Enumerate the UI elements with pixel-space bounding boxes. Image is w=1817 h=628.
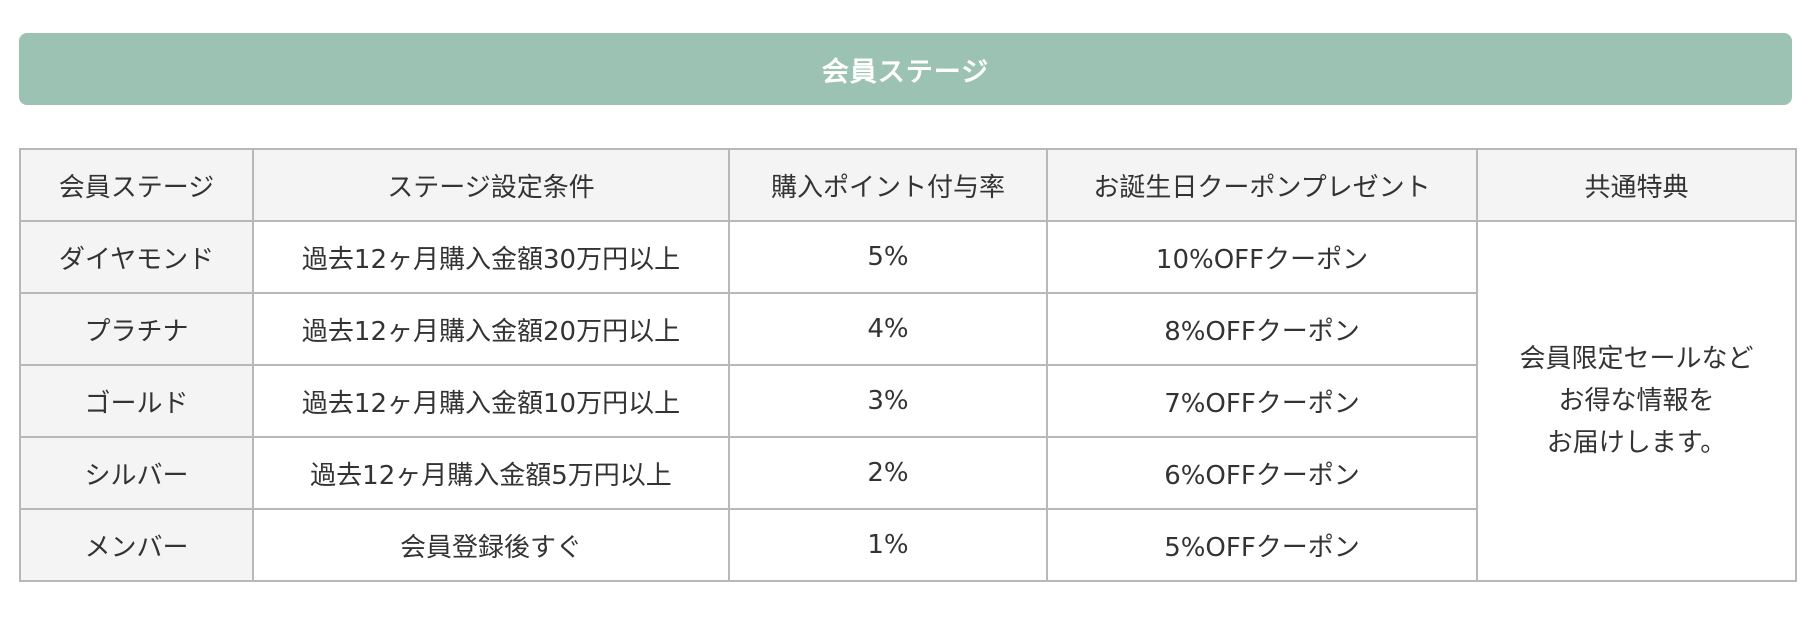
table-header-row: 会員ステージ ステージ設定条件 購入ポイント付与率 お誕生日クーポンプレゼント … [19, 148, 1797, 222]
common-benefit-cell: 会員限定セールなど お得な情報を お届けします。 [1476, 220, 1797, 582]
point-rate-cell: 1% [728, 508, 1048, 582]
condition-cell: 会員登録後すぐ [252, 508, 730, 582]
coupon-cell: 8%OFFクーポン [1046, 292, 1478, 366]
condition-cell: 過去12ヶ月購入金額20万円以上 [252, 292, 730, 366]
table-row: プラチナ 過去12ヶ月購入金額20万円以上 4% 8%OFFクーポン [19, 292, 1796, 366]
coupon-cell: 10%OFFクーポン [1046, 220, 1478, 294]
member-stage-table: 会員ステージ ステージ設定条件 購入ポイント付与率 お誕生日クーポンプレゼント … [19, 148, 1797, 582]
coupon-cell: 5%OFFクーポン [1046, 508, 1478, 582]
coupon-cell: 6%OFFクーポン [1046, 436, 1478, 510]
column-header-common-benefit: 共通特典 [1476, 148, 1797, 222]
coupon-cell: 7%OFFクーポン [1046, 364, 1478, 438]
stage-name-cell: メンバー [19, 508, 254, 582]
column-header-condition: ステージ設定条件 [252, 148, 730, 222]
table-row: ダイヤモンド 過去12ヶ月購入金額30万円以上 5% 10%OFFクーポン 会員… [19, 220, 1797, 582]
condition-cell: 過去12ヶ月購入金額5万円以上 [252, 436, 730, 510]
stage-name-cell: ゴールド [19, 364, 254, 438]
section-header-bar: 会員ステージ [19, 33, 1792, 105]
table-row: シルバー 過去12ヶ月購入金額5万円以上 2% 6%OFFクーポン [19, 436, 1796, 510]
stage-name-cell: ダイヤモンド [19, 220, 254, 294]
point-rate-cell: 2% [728, 436, 1048, 510]
condition-cell: 過去12ヶ月購入金額10万円以上 [252, 364, 730, 438]
point-rate-cell: 5% [728, 220, 1048, 294]
stage-name-cell: シルバー [19, 436, 254, 510]
condition-cell: 過去12ヶ月購入金額30万円以上 [252, 220, 730, 294]
stage-name-cell: プラチナ [19, 292, 254, 366]
point-rate-cell: 4% [728, 292, 1048, 366]
point-rate-cell: 3% [728, 364, 1048, 438]
common-benefit-line: お得な情報を [1558, 386, 1715, 416]
column-header-stage: 会員ステージ [19, 148, 254, 222]
section-title: 会員ステージ [821, 56, 990, 88]
table-row: メンバー 会員登録後すぐ 1% 5%OFFクーポン [19, 508, 1796, 582]
table-row: ゴールド 過去12ヶ月購入金額10万円以上 3% 7%OFFクーポン [19, 364, 1796, 438]
common-benefit-line: 会員限定セールなど [1519, 344, 1754, 374]
column-header-birthday-coupon: お誕生日クーポンプレゼント [1046, 148, 1478, 222]
common-benefit-line: お届けします。 [1546, 428, 1727, 458]
column-header-point-rate: 購入ポイント付与率 [728, 148, 1048, 222]
